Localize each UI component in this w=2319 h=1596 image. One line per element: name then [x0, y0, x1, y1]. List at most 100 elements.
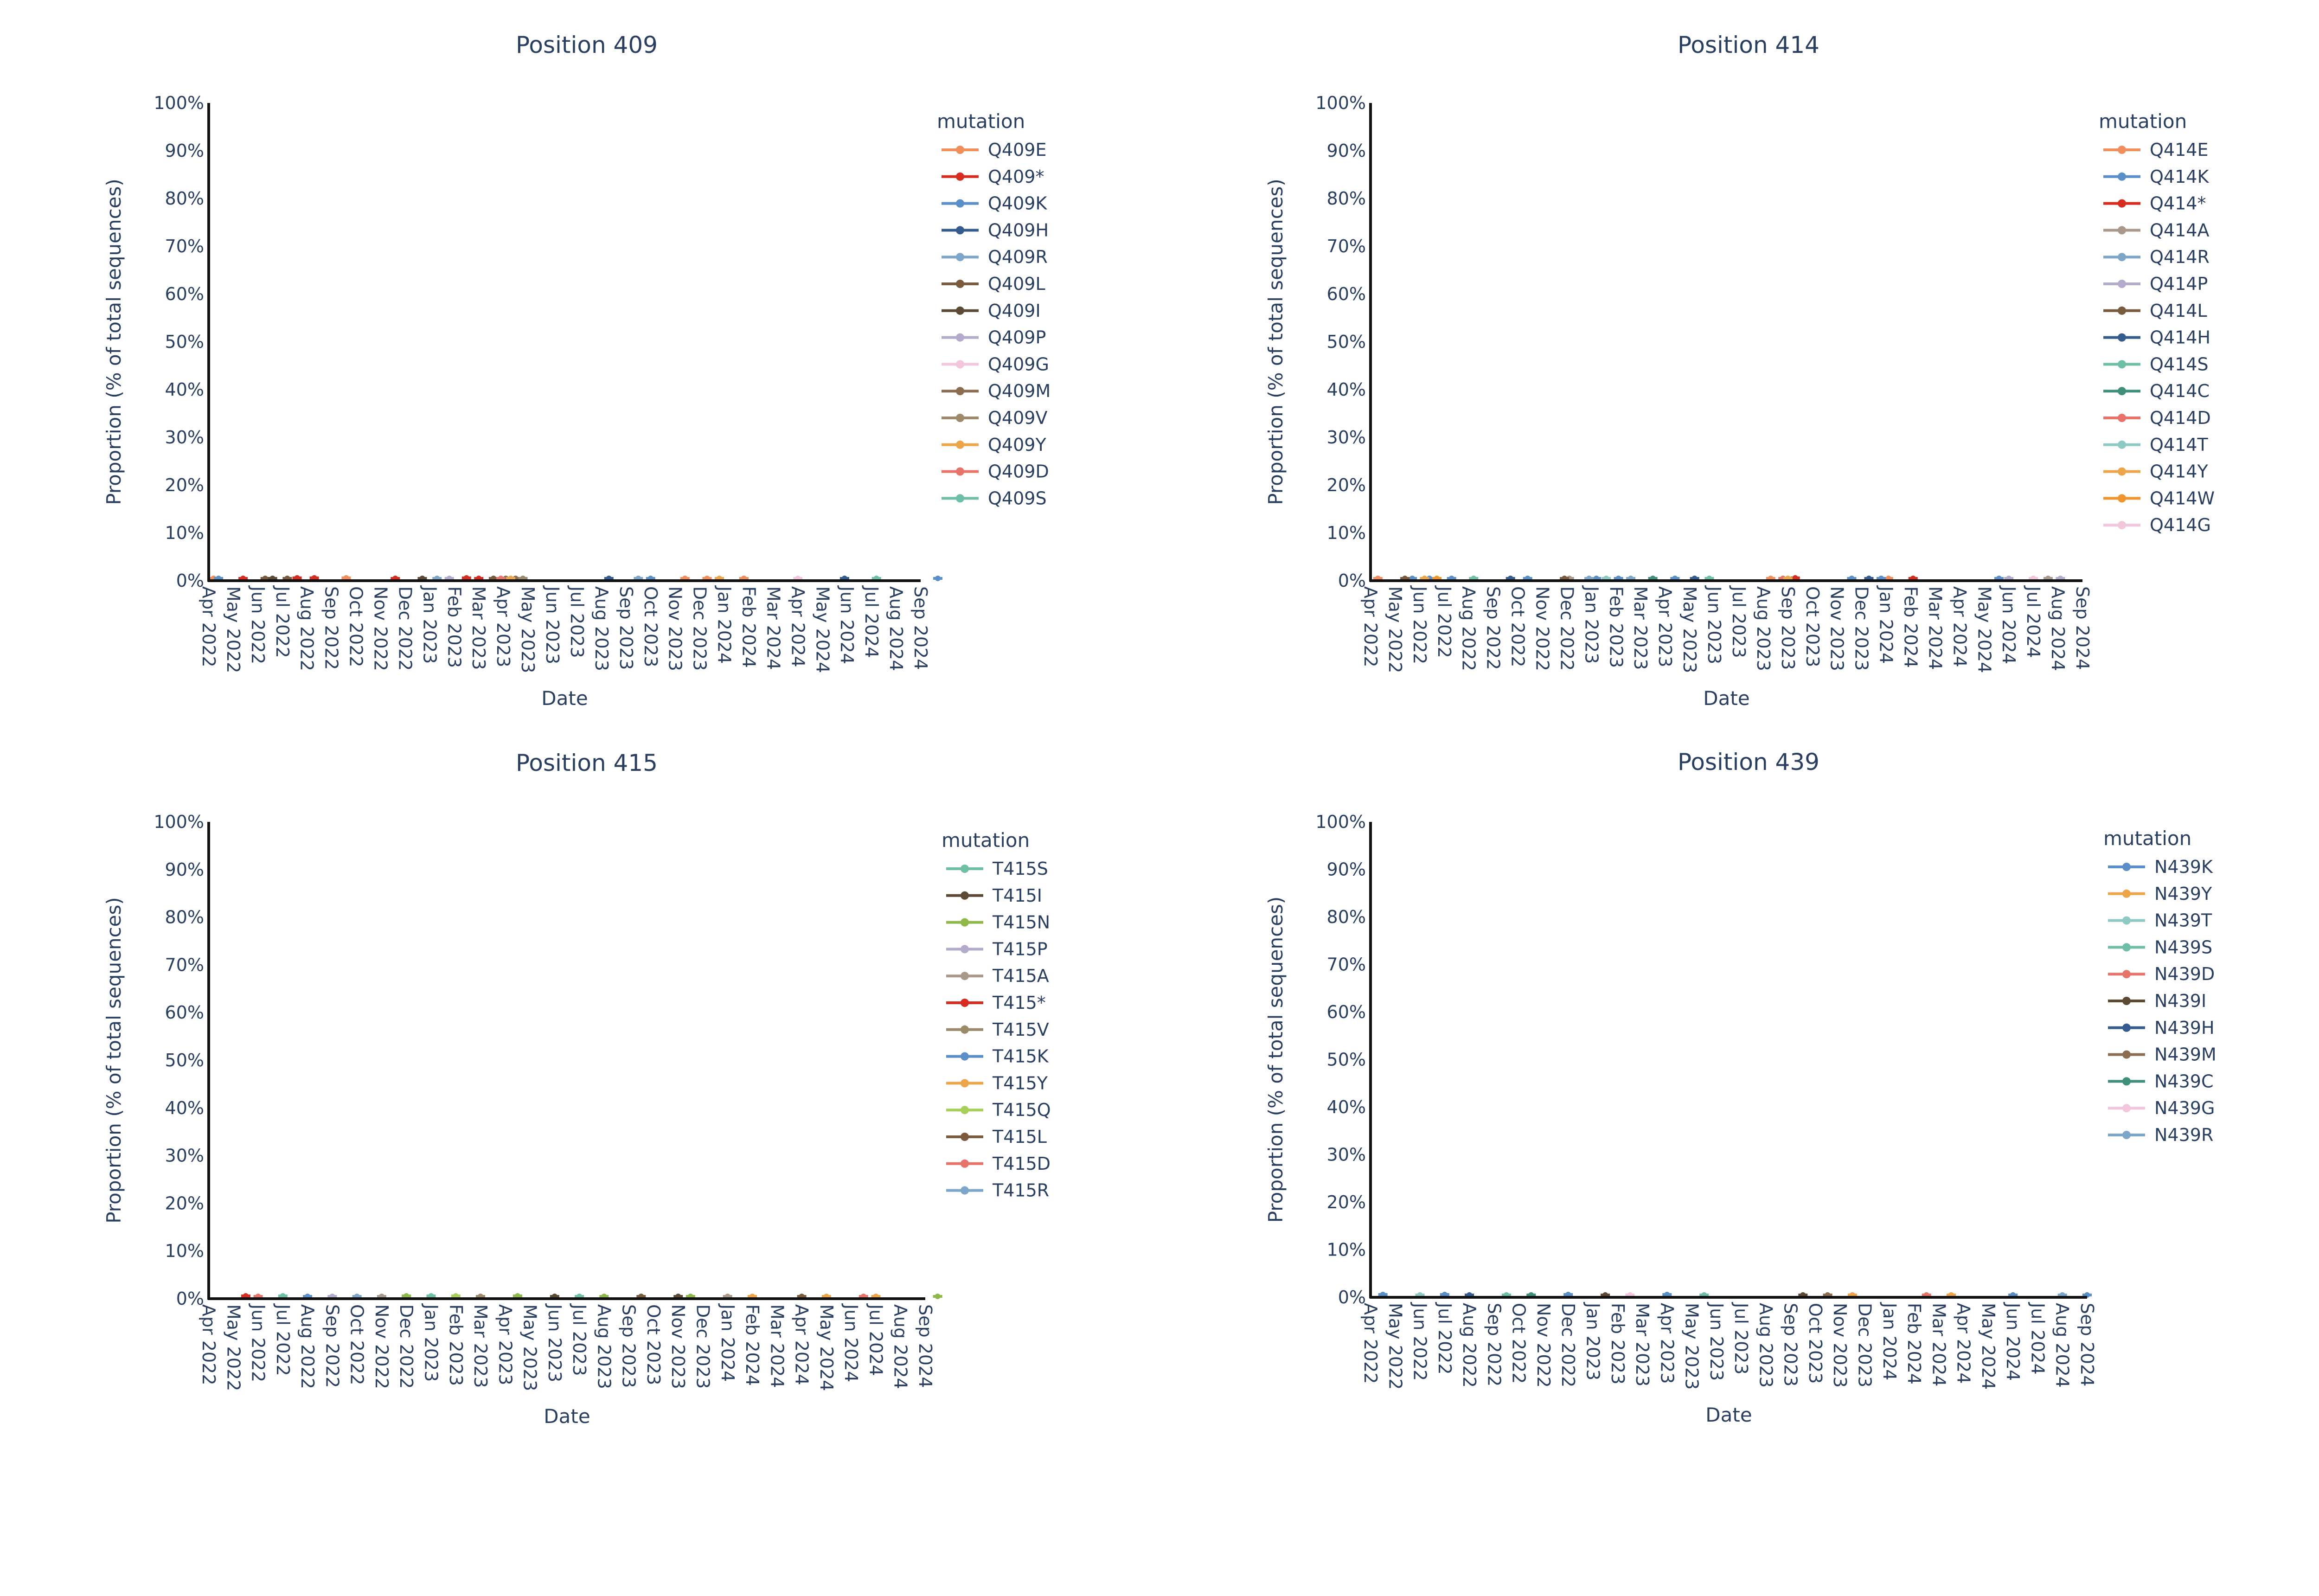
- legend-item[interactable]: Q414H: [2103, 327, 2210, 348]
- legend-item[interactable]: N439H: [2108, 1018, 2215, 1038]
- legend-item[interactable]: Q414T: [2103, 435, 2208, 455]
- data-point[interactable]: [453, 1293, 459, 1299]
- legend-item[interactable]: T415*: [946, 993, 1046, 1013]
- legend: mutation T415S T415I T415N T415P T415A T415* T4…: [942, 829, 1051, 1201]
- legend-item[interactable]: Q414E: [2103, 140, 2208, 160]
- legend-label: N439H: [2154, 1018, 2215, 1038]
- x-tick-label: Feb 2024: [742, 1304, 762, 1386]
- x-tick-label: Jan 2024: [714, 585, 735, 664]
- legend-marker: [2118, 467, 2126, 476]
- data-point[interactable]: [514, 1293, 520, 1299]
- y-tick-label: 40%: [1327, 1097, 1366, 1117]
- legend-item[interactable]: N439I: [2108, 991, 2206, 1011]
- legend-item[interactable]: T415D: [946, 1154, 1051, 1174]
- legend-item[interactable]: Q409E: [942, 140, 1046, 160]
- x-axis-title: Date: [1705, 1404, 1752, 1426]
- data-point[interactable]: [1792, 575, 1798, 581]
- data-point[interactable]: [463, 575, 469, 581]
- legend-item[interactable]: Q414P: [2103, 274, 2208, 294]
- legend: mutation Q414E Q414K Q414* Q414A Q414R Q414P Q4…: [2099, 110, 2215, 535]
- x-tick-label: Sep 2024: [910, 586, 931, 670]
- legend-item[interactable]: Q409H: [942, 220, 1049, 240]
- legend-item[interactable]: T415V: [946, 1019, 1049, 1040]
- legend-label: Q409G: [988, 354, 1049, 374]
- data-point[interactable]: [294, 575, 300, 581]
- x-tick-label: Aug 2024: [886, 586, 906, 671]
- x-tick-label: Jun 2023: [1704, 585, 1724, 664]
- legend-item[interactable]: Q409Y: [942, 435, 1046, 455]
- legend-item[interactable]: Q414D: [2103, 408, 2211, 428]
- x-tick-label: Aug 2023: [594, 1304, 614, 1389]
- data-point[interactable]: [1441, 1291, 1448, 1297]
- legend-item[interactable]: N439C: [2108, 1071, 2214, 1091]
- x-tick-label: Apr 2024: [792, 1304, 812, 1385]
- legend-item[interactable]: Q409I: [942, 301, 1041, 321]
- legend-item[interactable]: Q414L: [2103, 301, 2207, 321]
- legend-item[interactable]: N439D: [2108, 964, 2215, 984]
- legend-item[interactable]: T415L: [946, 1127, 1047, 1147]
- legend-item[interactable]: T415Y: [946, 1073, 1048, 1093]
- legend-item[interactable]: T415A: [946, 966, 1049, 986]
- legend-item[interactable]: T415S: [946, 859, 1048, 879]
- chart-title: Position 439: [1678, 749, 1819, 776]
- legend-item[interactable]: T415I: [946, 885, 1042, 906]
- legend-item[interactable]: Q414K: [2103, 167, 2209, 187]
- legend-item[interactable]: T415R: [946, 1180, 1049, 1201]
- legend-item[interactable]: Q414W: [2103, 488, 2215, 508]
- legend-item[interactable]: Q409D: [942, 461, 1049, 482]
- legend-item[interactable]: T415N: [946, 912, 1050, 933]
- legend-item[interactable]: N439T: [2108, 910, 2212, 931]
- legend-item[interactable]: Q409P: [942, 327, 1046, 348]
- legend-item[interactable]: Q409L: [942, 274, 1045, 294]
- legend-item[interactable]: Q409V: [942, 408, 1047, 428]
- data-point[interactable]: [311, 575, 317, 581]
- legend-item[interactable]: Q414*: [2103, 193, 2206, 214]
- legend-item[interactable]: N439G: [2108, 1098, 2215, 1118]
- data-point[interactable]: [1380, 1291, 1386, 1297]
- y-tick-label: 60%: [1327, 1002, 1366, 1022]
- legend-item[interactable]: N439Y: [2108, 884, 2212, 904]
- data-point[interactable]: [243, 1293, 249, 1299]
- legend-marker: [2118, 360, 2126, 369]
- legend-item[interactable]: N439R: [2108, 1125, 2213, 1145]
- x-tick-label: May 2022: [223, 1304, 243, 1391]
- data-point[interactable]: [280, 1293, 286, 1299]
- legend-item[interactable]: T415P: [946, 939, 1048, 959]
- legend-item[interactable]: Q414A: [2103, 220, 2209, 240]
- legend-item[interactable]: Q409K: [942, 193, 1047, 214]
- legend-marker: [961, 1133, 969, 1141]
- legend-item[interactable]: Q409S: [942, 488, 1047, 508]
- y-tick-label: 70%: [165, 955, 204, 975]
- x-tick-label: Jul 2024: [2023, 585, 2044, 658]
- legend-item[interactable]: Q409*: [942, 167, 1044, 187]
- legend-marker: [961, 918, 969, 927]
- legend-item[interactable]: N439K: [2108, 857, 2213, 877]
- data-point[interactable]: [1664, 1291, 1670, 1297]
- x-tick-label: Feb 2023: [444, 586, 464, 668]
- y-tick-label: 50%: [165, 1050, 204, 1070]
- legend-item[interactable]: Q414G: [2103, 515, 2211, 535]
- legend-item[interactable]: N439M: [2108, 1045, 2217, 1065]
- data-point[interactable]: [935, 1293, 941, 1299]
- x-tick-label: Dec 2023: [1851, 586, 1872, 671]
- legend-item[interactable]: T415Q: [946, 1100, 1051, 1120]
- data-point[interactable]: [1565, 1291, 1571, 1297]
- legend-item[interactable]: T415K: [946, 1046, 1049, 1067]
- legend-item[interactable]: Q409R: [942, 247, 1048, 267]
- legend-item[interactable]: Q409M: [942, 381, 1051, 401]
- legend-label: N439M: [2154, 1045, 2217, 1065]
- data-point[interactable]: [404, 1293, 410, 1299]
- legend-item[interactable]: Q409G: [942, 354, 1049, 374]
- legend-item[interactable]: N439S: [2108, 937, 2212, 957]
- legend-item[interactable]: Q414S: [2103, 354, 2209, 374]
- chart-title: Position 415: [516, 750, 658, 776]
- data-point[interactable]: [343, 575, 349, 581]
- legend-item[interactable]: Q414Y: [2103, 461, 2208, 482]
- data-point[interactable]: [428, 1293, 434, 1299]
- x-tick-label: Aug 2022: [297, 586, 317, 671]
- x-tick-label: May 2022: [223, 586, 243, 673]
- data-point[interactable]: [935, 575, 941, 581]
- legend-item[interactable]: Q414R: [2103, 247, 2210, 267]
- legend-title: mutation: [2099, 110, 2187, 133]
- legend-item[interactable]: Q414C: [2103, 381, 2210, 401]
